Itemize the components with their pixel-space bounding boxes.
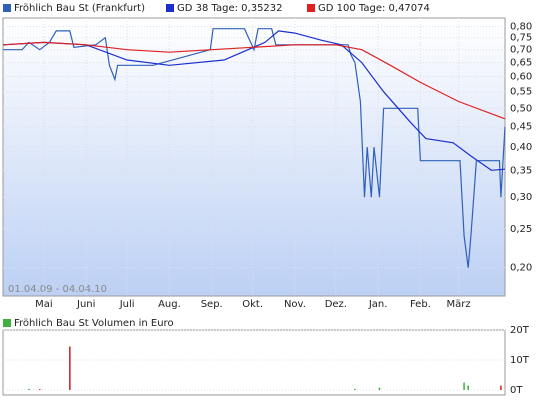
range-label: 01.04.09 - 04.04.10: [8, 284, 107, 295]
volume-bar: [354, 388, 356, 390]
series-line: [2, 30, 506, 171]
x-tick-label: Juni: [76, 299, 95, 310]
y-tick-label: 0,55: [510, 87, 532, 98]
x-tick-label: Aug.: [158, 299, 181, 310]
y-tick-label: 0,30: [510, 192, 532, 203]
y-tick-label: 0T: [510, 385, 523, 396]
plot-area: [2, 17, 506, 297]
x-tick-label: Sep.: [201, 299, 223, 310]
y-tick-label: 0,80: [510, 21, 532, 32]
y-tick-label: 10T: [510, 355, 530, 366]
legend-label: GD 100 Tage: 0,47074: [318, 3, 430, 14]
y-tick-label: 0,20: [510, 263, 532, 274]
volume-swatch: [3, 319, 11, 327]
y-tick-label: 20T: [510, 325, 530, 336]
legend-swatch: [307, 4, 315, 12]
y-tick-label: 0,70: [510, 45, 532, 56]
x-tick-label: Juli: [119, 299, 135, 310]
x-tick-label: Nov.: [284, 299, 306, 310]
x-tick-label: Jan.: [368, 299, 388, 310]
y-tick-label: 0,60: [510, 72, 532, 83]
y-tick-label: 0,65: [510, 58, 532, 69]
legend-swatch: [3, 4, 11, 12]
y-tick-label: 0,75: [510, 33, 532, 44]
x-tick-label: Mai: [35, 299, 53, 310]
x-tick-label: Okt.: [242, 299, 263, 310]
volume-bar: [28, 388, 30, 390]
series-line: [2, 41, 506, 120]
y-tick-label: 0,25: [510, 224, 532, 235]
legend-swatch: [166, 4, 174, 12]
volume-bar: [378, 387, 381, 390]
volume-bar: [463, 382, 465, 390]
volume-bar: [500, 385, 502, 390]
volume-title: Fröhlich Bau St Volumen in Euro: [14, 318, 174, 329]
x-tick-label: März: [447, 299, 471, 310]
volume-bar: [39, 389, 41, 390]
y-tick-label: 0,45: [510, 122, 532, 133]
x-tick-label: Feb.: [410, 299, 431, 310]
x-tick-label: Dez.: [325, 299, 347, 310]
legend-label: Fröhlich Bau St (Frankfurt): [14, 3, 145, 14]
legend-label: GD 38 Tage: 0,35232: [177, 3, 283, 14]
y-tick-label: 0,35: [510, 165, 532, 176]
volume-bar: [69, 346, 71, 390]
volume-bar: [467, 385, 469, 390]
y-tick-label: 0,50: [510, 103, 532, 114]
volume-area: [2, 329, 506, 396]
y-tick-label: 0,40: [510, 142, 532, 153]
